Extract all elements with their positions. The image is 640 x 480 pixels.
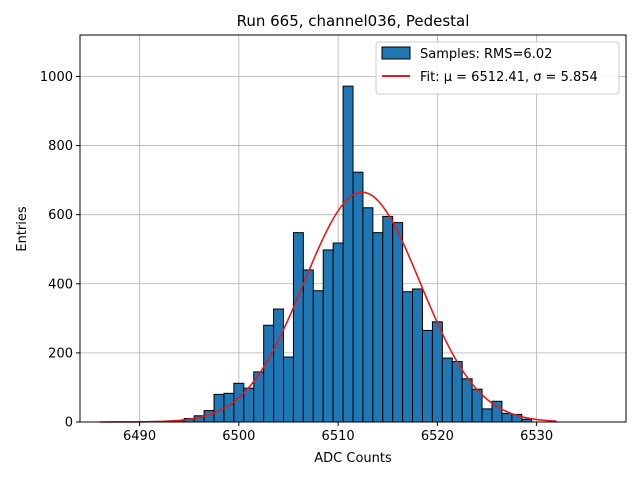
histogram-bar <box>273 308 285 423</box>
y-tick-label: 200 <box>48 346 73 361</box>
y-tick-label: 800 <box>48 139 73 154</box>
histogram-bar <box>322 249 334 423</box>
histogram-bar <box>312 290 324 423</box>
histogram-bar <box>382 215 394 423</box>
histogram-bar <box>332 242 344 423</box>
histogram-bar <box>441 357 453 423</box>
x-tick-label: 6500 <box>222 429 255 444</box>
x-tick-label: 6510 <box>322 429 355 444</box>
histogram-bar <box>392 222 404 423</box>
x-tick-label: 6530 <box>520 429 553 444</box>
histogram-bar <box>431 321 443 423</box>
y-tick-label: 1000 <box>40 70 73 85</box>
x-tick-label: 6520 <box>421 429 454 444</box>
histogram-bar <box>302 269 314 423</box>
histogram-bar <box>451 361 463 423</box>
x-axis: 6490 6500 6510 6520 6530 <box>123 422 553 444</box>
histogram-bar <box>233 382 245 423</box>
histogram-bar <box>362 207 374 423</box>
histogram-bar <box>402 291 414 423</box>
fit-curve-group <box>99 191 557 423</box>
histogram-bar <box>412 288 423 423</box>
plot-frame <box>79 34 627 423</box>
histogram-bar <box>283 356 294 423</box>
y-axis-title: Entries <box>15 206 30 252</box>
y-tick-label: 400 <box>48 277 73 292</box>
histogram-bar <box>352 171 364 423</box>
histogram-bar <box>461 378 473 423</box>
legend-label-samples: Samples: RMS=6.02 <box>420 47 552 62</box>
legend-label-fit: Fit: μ = 6512.41, σ = 5.854 <box>420 70 598 85</box>
histogram-bar <box>501 412 513 423</box>
legend-bar-swatch <box>381 46 411 60</box>
histogram-bar <box>421 329 433 423</box>
histogram-bar <box>481 408 493 423</box>
histogram-bar <box>292 232 304 423</box>
chart-title: Run 665, channel036, Pedestal <box>237 12 470 30</box>
x-tick-label: 6490 <box>123 429 156 444</box>
y-axis: 0 200 400 600 800 1000 <box>40 70 80 431</box>
histogram-bar <box>263 324 275 423</box>
histogram-bar <box>213 393 225 423</box>
fit-curve <box>99 191 557 423</box>
histogram-bar <box>372 232 384 423</box>
x-axis-title: ADC Counts <box>314 451 392 466</box>
legend: Samples: RMS=6.02 Fit: μ = 6512.41, σ = … <box>375 41 620 95</box>
histogram-bar <box>342 85 354 423</box>
y-tick-label: 0 <box>65 416 73 431</box>
legend-box <box>375 41 620 95</box>
y-tick-label: 600 <box>48 208 73 223</box>
histogram-bar <box>243 387 255 423</box>
